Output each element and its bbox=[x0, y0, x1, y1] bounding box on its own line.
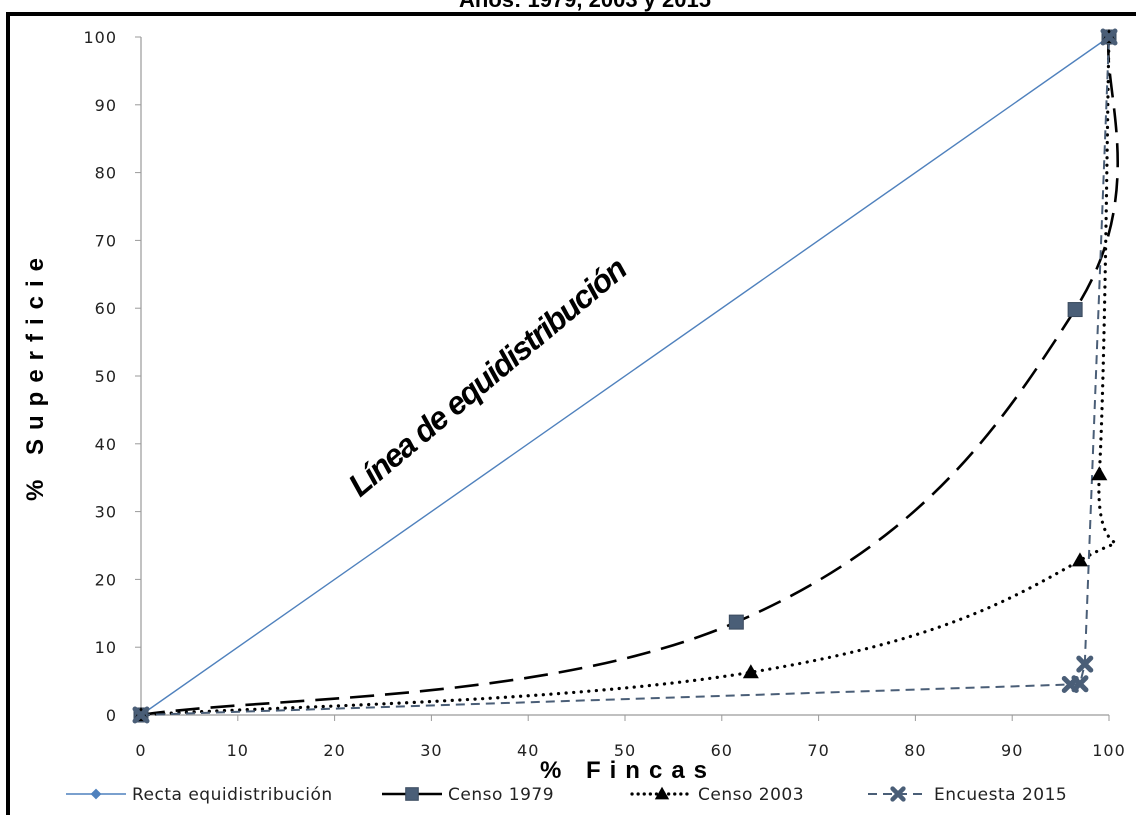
y-tick-label: 40 bbox=[95, 435, 117, 454]
legend-marker bbox=[90, 788, 102, 800]
y-tick-label: 100 bbox=[83, 28, 117, 47]
x-tick-label: 70 bbox=[807, 741, 829, 760]
data-point-censo-2003 bbox=[1091, 466, 1108, 481]
series-line-encuesta-2015 bbox=[140, 36, 1110, 716]
x-axis-title: % Fincas bbox=[540, 757, 716, 784]
data-point-censo-2003 bbox=[742, 664, 759, 679]
series-line-censo-1979 bbox=[140, 36, 1119, 717]
x-tick-label: 80 bbox=[904, 741, 926, 760]
series-line-censo-2003 bbox=[139, 35, 1117, 717]
y-tick-label: 90 bbox=[95, 96, 117, 115]
data-point-encuesta-2015 bbox=[1071, 675, 1089, 693]
x-tick-label: 20 bbox=[323, 741, 345, 760]
y-tick-label: 30 bbox=[95, 503, 117, 522]
legend-item-recta-equidistribucion: Recta equidistribución bbox=[66, 785, 333, 805]
x-tick-label: 50 bbox=[614, 741, 636, 760]
data-point-encuesta-2015 bbox=[132, 706, 150, 724]
chart-title: Años: 1979, 2003 y 2015 bbox=[459, 0, 711, 12]
y-tick-label: 20 bbox=[95, 570, 117, 589]
y-tick-label: 60 bbox=[95, 299, 117, 318]
legend-marker bbox=[405, 787, 419, 801]
x-tick-label: 40 bbox=[517, 741, 539, 760]
plot-border bbox=[6, 12, 1136, 815]
y-tick-label: 0 bbox=[106, 706, 117, 725]
x-tick-label: 10 bbox=[227, 741, 249, 760]
legend-label: Censo 2003 bbox=[698, 785, 804, 805]
legend-item-censo-2003: Censo 2003 bbox=[630, 785, 804, 805]
legend-item-encuesta-2015: Encuesta 2015 bbox=[868, 785, 1067, 805]
data-point-encuesta-2015 bbox=[1100, 28, 1118, 46]
y-axis-title: % Superficie bbox=[22, 249, 49, 501]
x-tick-label: 30 bbox=[420, 741, 442, 760]
y-tick-label: 50 bbox=[95, 367, 117, 386]
data-point-censo-1979 bbox=[728, 614, 744, 630]
y-tick-label: 80 bbox=[95, 164, 117, 183]
legend-item-censo-1979: Censo 1979 bbox=[382, 785, 554, 805]
x-tick-label: 90 bbox=[1001, 741, 1023, 760]
series-line-recta-equidistribucion bbox=[140, 36, 1110, 716]
legend-label: Encuesta 2015 bbox=[934, 785, 1067, 805]
x-tick-label: 60 bbox=[711, 741, 733, 760]
legend-label: Recta equidistribución bbox=[132, 785, 333, 805]
y-tick-label: 10 bbox=[95, 638, 117, 657]
legend-marker bbox=[890, 786, 906, 802]
x-tick-label: 0 bbox=[135, 741, 146, 760]
equidistribution-annotation: Línea de equidistribución bbox=[341, 250, 633, 503]
legend-marker bbox=[654, 786, 670, 800]
data-point-censo-1979 bbox=[1067, 302, 1083, 318]
data-point-censo-2003 bbox=[1071, 552, 1088, 567]
x-tick-label: 100 bbox=[1092, 741, 1126, 760]
y-tick-label: 70 bbox=[95, 231, 117, 250]
legend-label: Censo 1979 bbox=[448, 785, 554, 805]
data-point-encuesta-2015 bbox=[1076, 655, 1094, 673]
